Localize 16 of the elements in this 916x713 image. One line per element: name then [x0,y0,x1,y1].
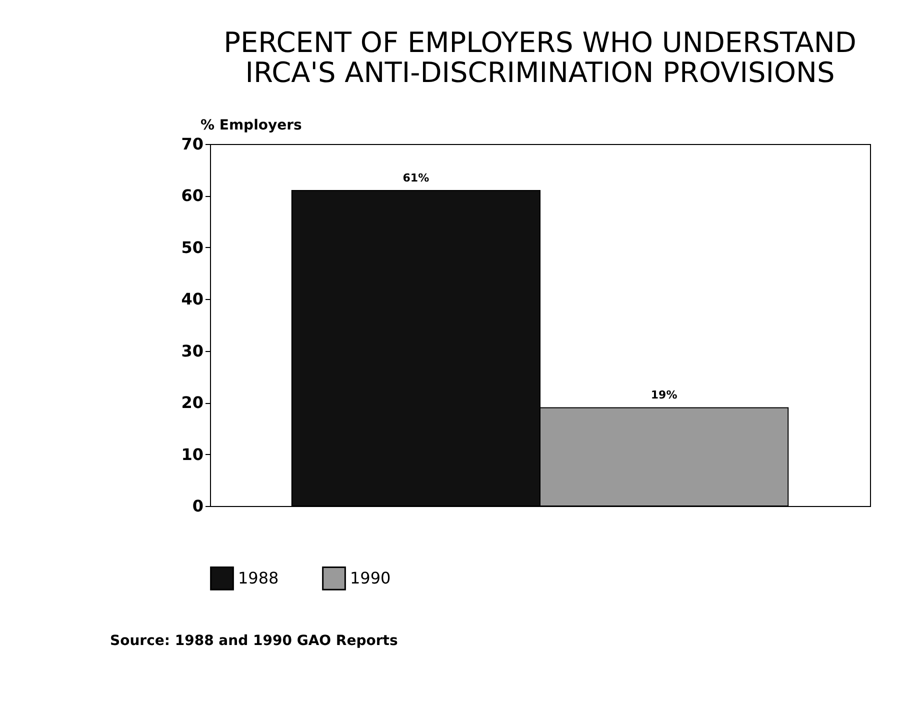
y-tick-label: 10 [181,444,204,464]
data-label: 19% [650,388,678,402]
data-label: 61% [402,172,430,185]
text: PERCENT OF EMPLOYERS WHO UNDERSTAND [224,26,856,59]
y-tick-label: 70 [181,134,204,154]
y-tick-label: 60 [181,186,204,206]
y-tick-label: 40 [181,290,204,309]
y-axis-title: % Employers [200,118,302,134]
y-tick-label: 30 [181,341,204,360]
legend-label: 1990 [350,568,391,588]
y-tick-label: 50 [181,238,204,257]
y-tick-label: 20 [181,393,204,412]
y-tick-label: 0 [192,496,204,516]
legend-label: 1988 [238,568,279,588]
source-note: Source: 1988 and 1990 GAO Reports [110,633,398,649]
text: IRCA'S ANTI-DISCRIMINATION PROVISIONS [245,56,835,89]
